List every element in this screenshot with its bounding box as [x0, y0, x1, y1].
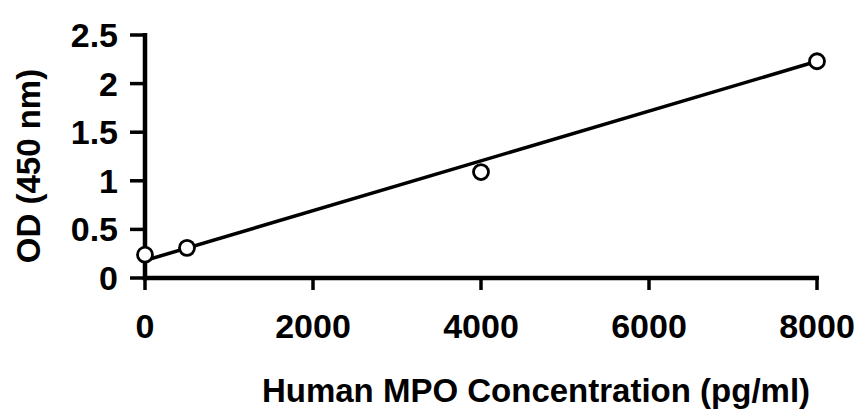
chart-canvas: 0 0.5 1 1.5 2 2.5 0 2000 4000 6000 8000	[0, 0, 859, 414]
x-tick-label: 2000	[275, 307, 351, 345]
data-point	[180, 240, 195, 255]
trend-line	[145, 61, 817, 260]
y-tick-label: 2.5	[71, 16, 118, 54]
y-tick-label: 1.5	[71, 113, 118, 151]
y-tick-label: 0.5	[71, 210, 118, 248]
x-tick-label: 6000	[611, 307, 687, 345]
x-tick-label: 4000	[443, 307, 519, 345]
y-axis-title: OD (450 nm)	[12, 69, 45, 263]
y-tick-label: 1	[99, 162, 118, 200]
elisa-standard-curve-figure: 0 0.5 1 1.5 2 2.5 0 2000 4000 6000 8000 OD (450 nm…	[0, 0, 859, 414]
x-tick-label: 0	[136, 307, 155, 345]
data-point	[810, 54, 825, 69]
y-tick-label: 2	[99, 65, 118, 103]
x-tick-label: 8000	[779, 307, 855, 345]
x-axis-title: Human MPO Concentration (pg/ml)	[262, 374, 810, 407]
data-point	[474, 165, 489, 180]
y-tick-label: 0	[99, 259, 118, 297]
data-point	[138, 247, 153, 262]
